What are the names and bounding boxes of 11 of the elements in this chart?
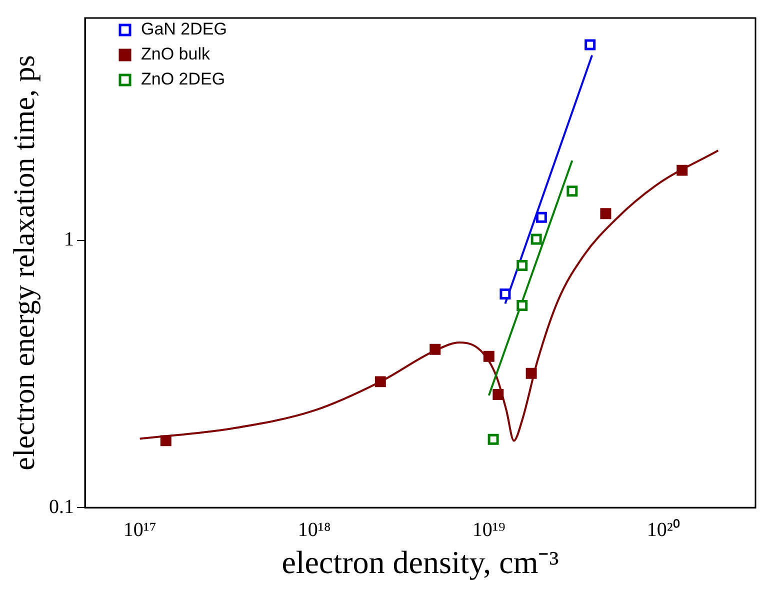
x-tick-label: 10¹⁷: [123, 518, 156, 541]
x-axis-title: electron density, cm⁻³: [282, 544, 559, 580]
y-tick-label: 1: [64, 228, 74, 251]
y-tick-label: 0.1: [49, 496, 74, 518]
legend-label: ZnO 2DEG: [141, 70, 226, 89]
legend-label: GaN 2DEG: [141, 20, 227, 39]
x-tick-label: 10¹⁹: [472, 518, 506, 541]
x-tick-label: 10²⁰: [646, 518, 680, 541]
x-tick-label: 10¹⁸: [298, 518, 331, 541]
y-axis-title: electron energy relaxation time, ps: [8, 55, 41, 470]
legend-label: ZnO bulk: [141, 44, 210, 64]
